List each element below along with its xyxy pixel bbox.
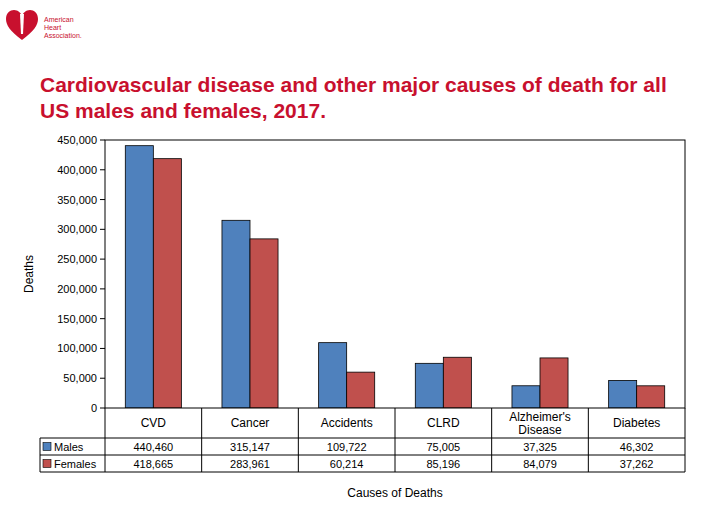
- y-tick: [100, 408, 105, 409]
- y-tick-label: 300,000: [57, 223, 97, 235]
- bars: [125, 146, 664, 408]
- bar: [153, 159, 181, 408]
- table-hline: [40, 472, 685, 473]
- table-value: 84,079: [523, 458, 557, 470]
- bar: [443, 357, 471, 408]
- table-value: 418,665: [133, 458, 173, 470]
- table-vline: [491, 408, 492, 472]
- table-value: 37,262: [620, 458, 654, 470]
- table-value: 85,196: [427, 458, 461, 470]
- logo-text: AmericanHeartAssociation.: [44, 16, 82, 39]
- logo-line: American: [44, 16, 74, 23]
- table-vline: [298, 408, 299, 472]
- y-tick: [100, 169, 105, 170]
- legend-label: Females: [54, 458, 97, 470]
- y-tick: [100, 288, 105, 289]
- table-value: 60,214: [330, 458, 364, 470]
- y-tick: [100, 259, 105, 260]
- plot-area: [105, 140, 685, 408]
- bar: [319, 343, 347, 408]
- legend-label: Males: [54, 441, 84, 453]
- y-tick-label: 200,000: [57, 283, 97, 295]
- title-line: Cardiovascular disease and other major c…: [40, 73, 667, 96]
- table-vline: [105, 408, 106, 472]
- bar: [222, 220, 250, 408]
- y-axis: 0 50,000 100,000 150,000 200,000 250,000 300,0…: [57, 134, 105, 414]
- title-line: US males and females, 2017.: [40, 99, 326, 122]
- legend-swatch: [43, 460, 51, 468]
- table-vline: [201, 408, 202, 472]
- category-label: Diabetes: [613, 416, 660, 430]
- table-vline: [685, 408, 686, 472]
- logo-heart: [6, 10, 38, 40]
- category-line: CVD: [141, 416, 167, 430]
- category-line: CLRD: [427, 416, 460, 430]
- data-table: CVD Cancer Accidents CLRD Alzheimer'sDisease…: [40, 408, 685, 472]
- category-label: CVD: [141, 416, 167, 430]
- logo-line: Association.: [44, 32, 82, 39]
- y-tick-label: 0: [91, 402, 97, 414]
- category-line: Diabetes: [613, 416, 660, 430]
- bar: [347, 372, 375, 408]
- category-label: Accidents: [321, 416, 373, 430]
- chart-canvas: AmericanHeartAssociation. Cardiovascular …: [0, 0, 703, 505]
- category-label: Alzheimer'sDisease: [509, 410, 571, 437]
- y-tick-label: 150,000: [57, 313, 97, 325]
- table-value: 440,460: [133, 441, 173, 453]
- y-tick: [100, 140, 105, 141]
- legend-swatch: [43, 443, 51, 451]
- table-value: 37,325: [523, 441, 557, 453]
- x-axis-title: Causes of Deaths: [347, 486, 442, 500]
- category-label: CLRD: [427, 416, 460, 430]
- y-tick-label: 400,000: [57, 164, 97, 176]
- bar: [540, 358, 568, 408]
- plot-frame: [105, 140, 685, 408]
- y-tick-label: 350,000: [57, 194, 97, 206]
- y-tick: [100, 348, 105, 349]
- category-line: Accidents: [321, 416, 373, 430]
- bar: [637, 386, 665, 408]
- category-line: Disease: [518, 423, 562, 437]
- table-value: 46,302: [620, 441, 654, 453]
- y-tick: [100, 229, 105, 230]
- y-tick-label: 450,000: [57, 134, 97, 146]
- bar: [609, 380, 637, 408]
- category-line: Cancer: [231, 416, 270, 430]
- table-value: 75,005: [427, 441, 461, 453]
- y-axis-title: Deaths: [22, 255, 36, 293]
- bar: [415, 363, 443, 408]
- logo-line: Heart: [44, 24, 61, 31]
- bar: [250, 239, 278, 408]
- y-tick: [100, 318, 105, 319]
- table-hline: [40, 438, 685, 439]
- chart-title: Cardiovascular disease and other major c…: [40, 73, 667, 122]
- y-tick: [100, 378, 105, 379]
- y-tick: [100, 199, 105, 200]
- logo: AmericanHeartAssociation.: [6, 10, 82, 40]
- table-value: 283,961: [230, 458, 270, 470]
- category-line: Alzheimer's: [509, 410, 571, 424]
- bar: [125, 146, 153, 408]
- table-hline: [40, 455, 685, 456]
- y-tick-label: 100,000: [57, 342, 97, 354]
- table-vline: [395, 408, 396, 472]
- logo-torch: [20, 14, 24, 34]
- table-value: 315,147: [230, 441, 270, 453]
- table-value: 109,722: [327, 441, 367, 453]
- table-vline: [588, 408, 589, 472]
- bar: [512, 386, 540, 408]
- y-tick-label: 50,000: [63, 372, 97, 384]
- y-tick-label: 250,000: [57, 253, 97, 265]
- category-label: Cancer: [231, 416, 270, 430]
